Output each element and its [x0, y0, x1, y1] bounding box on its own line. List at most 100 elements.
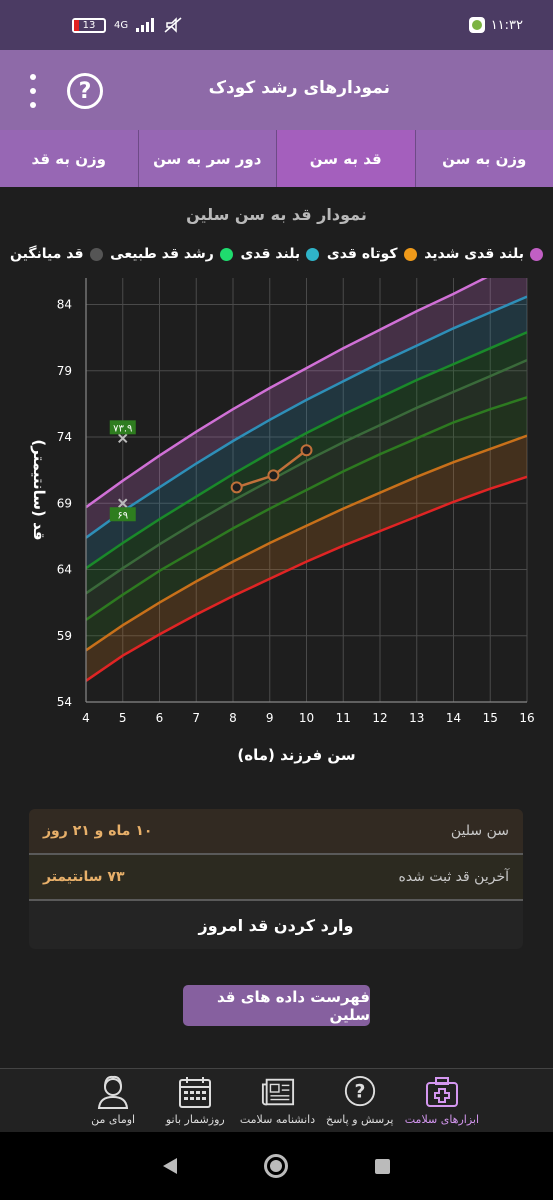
y-tick-label: 64 — [57, 563, 72, 577]
age-row: سن سلین ۱۰ ماه و ۲۱ روز — [29, 809, 523, 855]
legend-item-tall: بلند قدی — [240, 246, 320, 262]
info-card: سن سلین ۱۰ ماه و ۲۱ روز آخرین قد ثبت شده… — [29, 809, 523, 949]
series-line — [86, 396, 527, 621]
height-data-list-button[interactable]: فهرست داده های قد سلین — [183, 985, 370, 1026]
x-tick-label: 12 — [372, 711, 387, 725]
mute-icon — [164, 17, 182, 33]
legend-dot — [403, 247, 417, 261]
age-label: سن سلین — [450, 823, 509, 839]
system-navigation — [0, 1132, 553, 1200]
y-tick-label: 74 — [57, 430, 72, 444]
nav-item-encyclopedia[interactable]: دانشنامه سلامت — [236, 1069, 318, 1132]
calendar-icon — [178, 1075, 212, 1109]
nav-label: دانشنامه سلامت — [239, 1113, 316, 1126]
nav-item-health-tools[interactable]: ابزارهای سلامت — [401, 1069, 483, 1132]
nav-item-calendar[interactable]: روزشمار بانو — [154, 1069, 236, 1132]
legend-item-short: کوتاه قدی — [327, 246, 417, 262]
enter-today-height-button[interactable]: وارد کردن قد امروز — [198, 915, 354, 935]
height-for-age-chart[interactable]: 4 5 6 7 8 9 10 11 12 13 14 15 16 54 59 64 69 74 79 84 سن فرز… — [0, 270, 553, 770]
x-tick-label: 5 — [119, 711, 127, 725]
series-line — [86, 331, 527, 570]
legend-label: کوتاه قدی — [326, 246, 398, 262]
help-circle-icon[interactable]: ? — [67, 73, 103, 109]
tab-head-circumference[interactable]: دور سر به سن — [137, 130, 277, 187]
legend-label: قد میانگین — [10, 246, 84, 262]
nav-label: پرسش و پاسخ — [325, 1113, 394, 1126]
x-axis-title: سن فرزند (ماه) — [237, 746, 355, 764]
child-height-point — [230, 481, 243, 494]
band-area — [86, 332, 527, 594]
legend-dot — [530, 247, 543, 261]
y-axis-title: قد (سانتیمتر) — [30, 439, 48, 540]
legend-label: بلند قدی شدید — [424, 246, 524, 262]
battery-level: 13 — [82, 19, 96, 31]
series-line — [86, 475, 527, 682]
tab-weight-for-age[interactable]: وزن به سن — [414, 130, 553, 187]
svg-text:?: ? — [354, 1081, 365, 1103]
series-line — [86, 295, 527, 539]
marker-x — [118, 433, 128, 444]
x-tick-label: 13 — [409, 711, 424, 725]
y-tick-label: 79 — [57, 364, 72, 378]
signal-icon — [136, 18, 155, 32]
y-tick-label: 69 — [57, 496, 72, 510]
app-notification-icon — [468, 17, 485, 33]
clock: ۱۱:۳۲ — [490, 17, 523, 33]
series-line — [86, 278, 488, 509]
nav-label: روزشمار بانو — [165, 1113, 225, 1126]
series-line — [86, 434, 527, 652]
marker-label-bg — [109, 507, 136, 522]
height-row: آخرین قد ثبت شده ۷۳ سانتیمتر — [29, 855, 523, 901]
x-tick-label: 8 — [229, 711, 237, 725]
height-value: ۷۳ سانتیمتر — [43, 869, 125, 885]
page-title: نمودارهای رشد کودک — [208, 78, 390, 98]
x-tick-label: 4 — [82, 711, 90, 725]
chart-legend: بلند قدی شدید کوتاه قدی بلند قدی رشد قد … — [10, 246, 543, 262]
marker-x — [118, 498, 128, 508]
question-bubble-icon: ? — [343, 1075, 377, 1109]
legend-item-normal: رشد قد طبیعی — [110, 246, 233, 262]
marker-label: ۶۹ — [117, 510, 128, 521]
legend-dot — [89, 247, 103, 261]
chart-title: نمودار قد به سن سلین — [186, 205, 367, 224]
plot-area — [86, 278, 527, 682]
medical-bag-icon — [425, 1075, 459, 1109]
battery-icon: 13 — [72, 17, 106, 33]
status-bar: 13 4G ۱۱:۳۲ — [0, 0, 553, 50]
y-tick-label: 84 — [57, 298, 72, 312]
series-line — [86, 359, 527, 595]
y-tick-label: 59 — [57, 629, 72, 643]
nav-label: اومای من — [91, 1113, 136, 1126]
user-avatar-icon — [96, 1075, 130, 1109]
back-icon[interactable] — [163, 1158, 178, 1174]
child-height-point — [300, 444, 313, 457]
age-value: ۱۰ ماه و ۲۱ روز — [43, 823, 153, 839]
recent-apps-icon[interactable] — [374, 1158, 390, 1174]
nav-item-qa[interactable]: ? پرسش و پاسخ — [319, 1069, 401, 1132]
legend-label: بلند قدی — [240, 246, 301, 262]
child-height-point — [267, 469, 280, 482]
app-bar: ? نمودارهای رشد کودک — [0, 50, 553, 130]
x-tick-label: 9 — [266, 711, 274, 725]
x-tick-label: 14 — [446, 711, 461, 725]
more-vert-icon[interactable] — [26, 74, 40, 108]
y-tick-label: 54 — [57, 695, 72, 709]
nav-item-profile[interactable]: اومای من — [72, 1069, 154, 1132]
legend-dot — [306, 247, 320, 261]
legend-item-severe-tall: بلند قدی شدید — [424, 246, 543, 262]
band-area — [86, 435, 527, 681]
tab-weight-for-height[interactable]: وزن به قد — [31, 149, 106, 168]
nav-label: ابزارهای سلامت — [404, 1113, 480, 1126]
legend-label: رشد قد طبیعی — [110, 246, 214, 262]
newspaper-icon — [261, 1075, 295, 1109]
marker-label-bg — [109, 420, 136, 435]
tab-bar: وزن به قد دور سر به سن قد به سن وزن به س… — [0, 130, 553, 187]
tab-height-for-age[interactable]: قد به سن — [276, 130, 415, 187]
x-tick-label: 11 — [336, 711, 351, 725]
band-area — [86, 397, 527, 651]
legend-dot — [219, 247, 233, 261]
home-icon[interactable] — [263, 1154, 288, 1178]
x-tick-label: 16 — [519, 711, 534, 725]
x-tick-label: 7 — [192, 711, 200, 725]
height-label: آخرین قد ثبت شده — [398, 869, 510, 885]
